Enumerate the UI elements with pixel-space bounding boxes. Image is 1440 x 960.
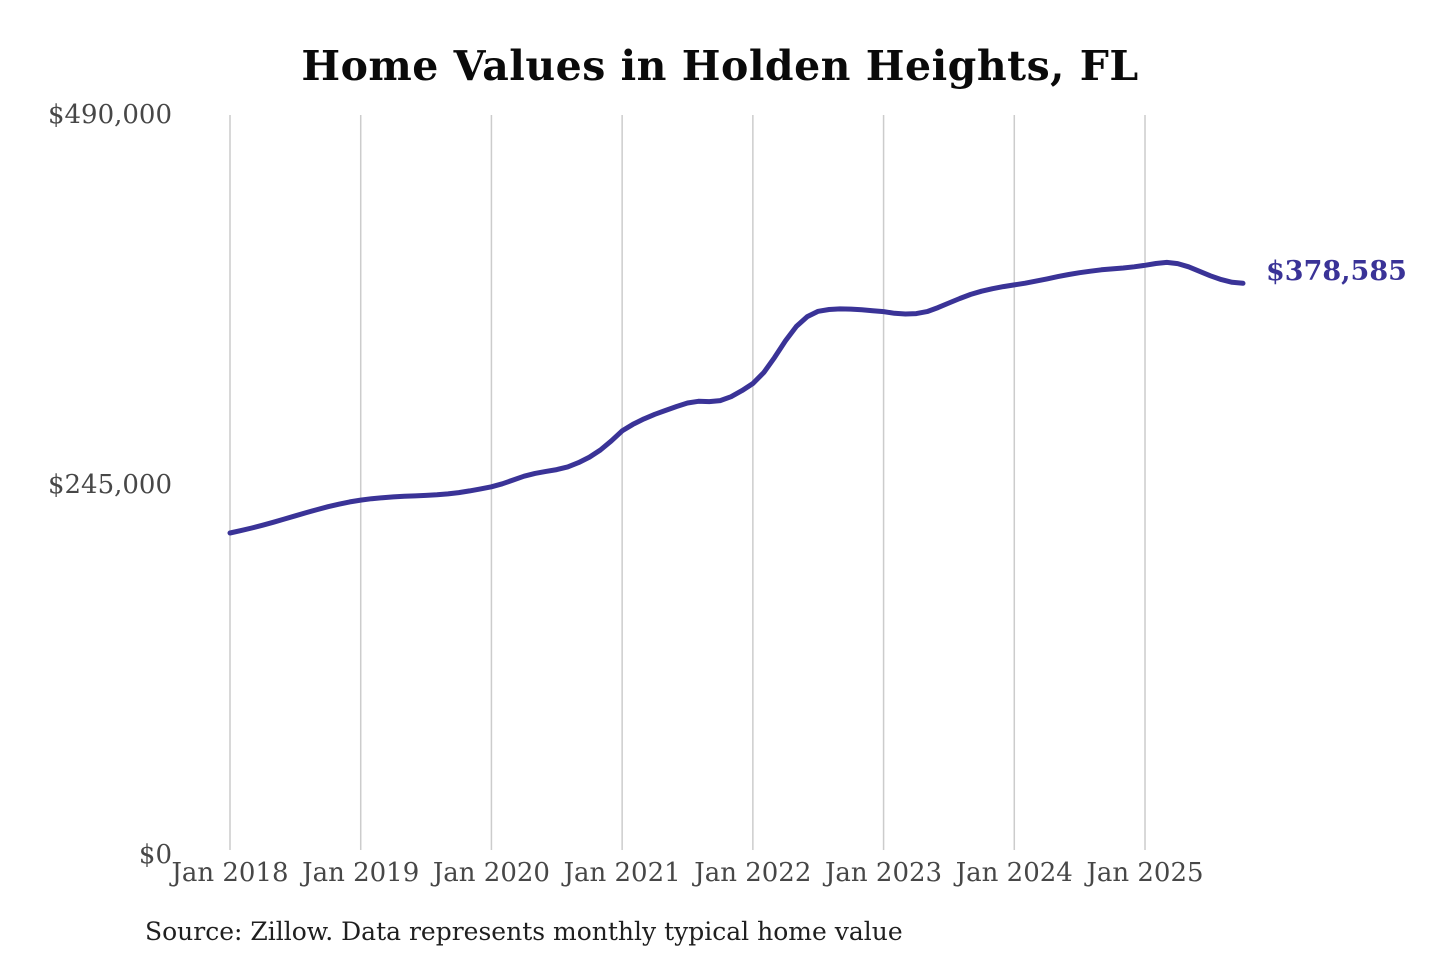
- x-axis-tick-label: Jan 2019: [302, 858, 420, 888]
- source-note: Source: Zillow. Data represents monthly …: [145, 917, 903, 946]
- y-axis-tick-label: $0: [138, 840, 172, 870]
- y-axis-tick-label: $490,000: [47, 100, 172, 130]
- x-axis-tick-label: Jan 2020: [432, 858, 550, 888]
- x-axis-tick-label: Jan 2023: [825, 858, 943, 888]
- current-value-label: $378,585: [1266, 256, 1407, 288]
- x-axis-tick-label: Jan 2024: [955, 858, 1073, 888]
- gridlines: [229, 115, 1146, 850]
- chart-title: Home Values in Holden Heights, FL: [301, 42, 1139, 90]
- x-axis-tick-label: Jan 2025: [1086, 858, 1204, 888]
- x-axis-tick-label: Jan 2022: [694, 858, 812, 888]
- home-value-line: [227, 259, 1246, 536]
- x-axis-tick-label: Jan 2021: [563, 858, 681, 888]
- y-axis-tick-label: $245,000: [47, 470, 172, 500]
- x-axis-tick-label: Jan 2018: [171, 858, 289, 888]
